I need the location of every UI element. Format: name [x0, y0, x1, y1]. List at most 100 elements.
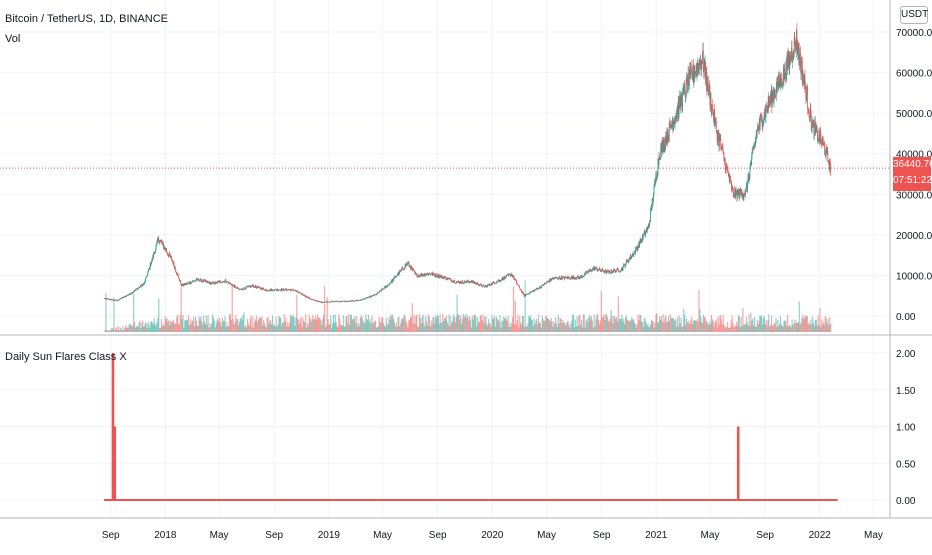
candle-body	[819, 138, 821, 144]
volume-bar	[142, 320, 144, 332]
candle-body	[116, 300, 118, 302]
volume-bar	[434, 323, 436, 332]
candle-body	[549, 280, 551, 282]
volume-bar	[741, 326, 743, 332]
candle-body	[605, 269, 607, 274]
candle-body	[361, 299, 363, 301]
candle-body	[367, 297, 369, 299]
volume-bar	[636, 324, 638, 332]
volume-bar	[485, 316, 487, 332]
volume-bar	[107, 330, 109, 332]
candle-body	[357, 300, 359, 301]
volume-bar	[364, 323, 366, 332]
candle-body	[144, 281, 146, 283]
volume-bar	[296, 294, 298, 332]
candle-body	[815, 127, 817, 133]
candle-body	[736, 192, 738, 199]
volume-bar	[675, 326, 678, 332]
volume-bar	[121, 330, 123, 332]
candle-body	[526, 294, 528, 295]
candle-body	[194, 280, 196, 282]
candle-body	[283, 288, 285, 291]
candle-body	[632, 253, 634, 257]
volume-bar	[668, 321, 671, 332]
candle-body	[690, 67, 692, 72]
candle-body	[462, 280, 464, 283]
candle-body	[670, 125, 671, 127]
volume-label[interactable]: Vol	[5, 33, 21, 45]
candle-body	[827, 151, 829, 162]
candle-body	[722, 147, 724, 152]
volume-bar	[297, 320, 300, 332]
candle-body	[132, 292, 134, 293]
volume-bar	[354, 316, 356, 332]
axes: 0.0010000.0020000.0030000.0040000.005000…	[0, 0, 932, 541]
volume-bar	[386, 324, 388, 332]
volume-bar	[120, 328, 122, 332]
candle-body	[560, 276, 562, 280]
volume-bar	[738, 315, 740, 332]
candle-body	[729, 175, 731, 181]
candle-body	[588, 271, 590, 272]
candle-body	[290, 289, 292, 292]
volume-bar	[368, 321, 370, 332]
volume-bar	[746, 322, 748, 332]
candle-body	[414, 271, 416, 274]
price-tick-label: 0.00	[896, 312, 916, 323]
candle-body	[805, 94, 807, 102]
candle-body	[417, 277, 418, 278]
volume-bar	[215, 323, 217, 332]
candle-body	[331, 301, 332, 302]
currency-badge[interactable]: USDT	[900, 6, 928, 24]
volume-bar	[304, 322, 306, 332]
candle-body	[140, 285, 142, 287]
volume-bar	[663, 322, 665, 332]
candle-body	[556, 277, 558, 279]
volume-bar	[303, 320, 305, 332]
candle-body	[522, 292, 524, 294]
candle-body	[761, 115, 762, 117]
volume-bar	[256, 322, 258, 332]
candle-body	[288, 289, 290, 291]
candle-body	[259, 287, 261, 289]
volume-bar	[484, 316, 486, 332]
candle-body	[474, 282, 476, 284]
volume-bar	[133, 294, 135, 332]
candle-body	[725, 170, 727, 171]
candle-body	[517, 284, 519, 286]
volume-bar	[145, 323, 147, 332]
volume-bar	[441, 322, 443, 332]
volume-bar	[448, 314, 450, 332]
candle-body	[598, 269, 599, 271]
volume-bar	[684, 315, 686, 332]
candle-body	[333, 301, 335, 302]
candle-body	[521, 290, 522, 293]
candle-body	[117, 300, 119, 301]
candle-body	[156, 242, 158, 244]
candle-body	[429, 273, 431, 275]
candle-body	[105, 297, 107, 299]
volume-bar	[374, 320, 377, 332]
candle-body	[320, 301, 322, 303]
candle-body	[536, 288, 538, 290]
volume-bar	[744, 324, 746, 332]
candle-body	[757, 127, 759, 129]
candle-body	[426, 273, 428, 274]
candle-body	[619, 271, 621, 272]
volume-bar	[161, 326, 163, 332]
candle-body	[599, 267, 601, 270]
indicator-label[interactable]: Daily Sun Flares Class X	[5, 351, 127, 363]
candle-body	[278, 290, 280, 291]
symbol-title[interactable]: Bitcoin / TetherUS, 1D, BINANCE	[5, 13, 169, 25]
volume-bar	[657, 322, 659, 332]
volume-bar	[466, 314, 468, 332]
volume-bar	[509, 323, 511, 332]
candle-body	[766, 107, 768, 111]
volume-bar	[595, 318, 597, 332]
candle-body	[314, 299, 315, 301]
candle-body	[780, 73, 782, 87]
candle-body	[717, 130, 719, 141]
volume-bar	[639, 314, 641, 332]
candle-body	[529, 293, 530, 295]
